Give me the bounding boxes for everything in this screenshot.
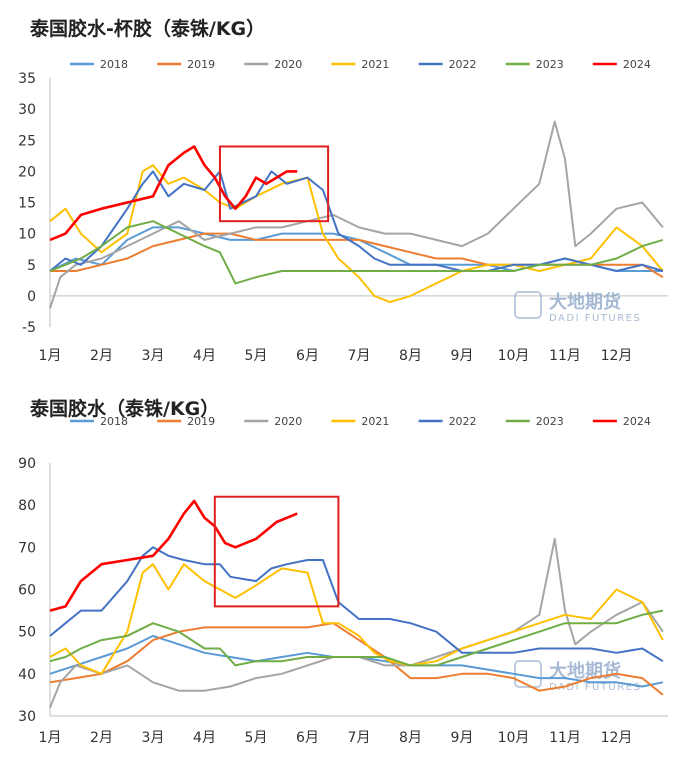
highlight-box [213,495,340,608]
chart-latex-price: 30 40 50 60 70 80 90 1月 2月 3月 4月 5月 6月 7月 8月 9月 10月 11月 12… [18,415,668,746]
watermark-text: 大地期货 [549,291,621,313]
x-tick-label: 9月 [451,730,474,746]
x-tick-label: 5月 [245,348,268,364]
legend-label: 2020 [274,58,302,71]
series-line-2021 [49,164,664,304]
x-tick-label: 7月 [348,730,371,746]
x-tick-label: 2月 [90,348,113,364]
x-tick-label: 11月 [549,730,581,746]
y-tick-label: 15 [18,196,36,212]
watermark-subtext: DADI FUTURES [549,313,641,324]
series-line-2020 [49,537,664,708]
series-line-2020 [49,120,664,309]
y-tick-label: 30 [18,709,36,725]
x-tick-label: 12月 [601,348,633,364]
y-tick-label: 60 [18,583,36,599]
series-line-2024 [49,499,298,612]
x-tick-label: 3月 [142,348,165,364]
chart-panel-latex: 泰国胶水（泰铢/KG） 30 40 50 60 70 80 90 1月 2月 3月 4月 5月 6月 7月… [0,380,700,759]
legend-label: 2019 [187,58,215,71]
y-tick-label: 0 [27,289,36,305]
y-tick-label: 70 [18,540,36,556]
x-tick-label: 8月 [399,730,422,746]
x-tick-label: 9月 [451,348,474,364]
x-tick-label: 12月 [601,730,633,746]
series-line-2022 [49,546,664,663]
x-tick-label: 8月 [399,348,422,364]
legend-label: 2022 [449,415,477,428]
legend-label: 2024 [623,415,651,428]
y-tick-label: 35 [18,71,36,87]
y-tick-label: 30 [18,102,36,118]
x-tick-label: 10月 [498,348,530,364]
chart-title: 泰国胶水（泰铢/KG） [30,398,220,420]
x-tick-label: 3月 [142,730,165,746]
series-line-2024 [49,145,298,242]
y-tick-label: 80 [18,498,36,514]
legend-label: 2018 [100,58,128,71]
legend-label: 2022 [449,58,477,71]
legend-label: 2021 [361,415,389,428]
legend-label: 2019 [187,415,215,428]
series-line-2019 [49,622,664,696]
highlight-box [218,145,330,223]
y-tick-label: 25 [18,133,36,149]
watermark-subtext: DADI FUTURES [549,682,641,693]
x-tick-label: 6月 [296,730,319,746]
series-line-2023 [49,220,664,285]
chart-panel-cup-lump: 泰国胶水-杯胶（泰铢/KG） -5 0 5 10 15 20 25 30 35 1月 2月 3月 4月 5… [18,18,668,364]
legend-label: 2018 [100,415,128,428]
y-tick-label: 10 [18,227,36,243]
watermark-icon [514,291,542,319]
x-tick-label: 4月 [193,730,216,746]
x-tick-label: 5月 [245,730,268,746]
legend-label: 2023 [536,58,564,71]
y-tick-label: 50 [18,625,36,641]
chart-title: 泰国胶水-杯胶（泰铢/KG） [30,18,266,40]
x-tick-label: 6月 [296,348,319,364]
legend-label: 2020 [274,415,302,428]
y-tick-label: 20 [18,164,36,180]
series-line-2021 [49,563,664,675]
chart-cup-lump-spread: -5 0 5 10 15 20 25 30 35 1月 2月 3月 4月 5月 6月 7月 8月 9月 10月 11月… [18,58,668,364]
y-tick-label: -5 [22,320,36,336]
legend-label: 2023 [536,415,564,428]
y-tick-label: 5 [27,258,36,274]
legend-label: 2024 [623,58,651,71]
x-tick-label: 11月 [549,348,581,364]
x-tick-label: 4月 [193,348,216,364]
x-tick-label: 7月 [348,348,371,364]
series-line-2023 [49,609,664,667]
legend-label: 2021 [361,58,389,71]
x-tick-label: 1月 [39,348,62,364]
x-tick-label: 2月 [90,730,113,746]
y-tick-label: 40 [18,667,36,683]
y-tick-label: 90 [18,456,36,472]
x-tick-label: 1月 [39,730,62,746]
series-line-2022 [49,170,664,272]
x-tick-label: 10月 [498,730,530,746]
